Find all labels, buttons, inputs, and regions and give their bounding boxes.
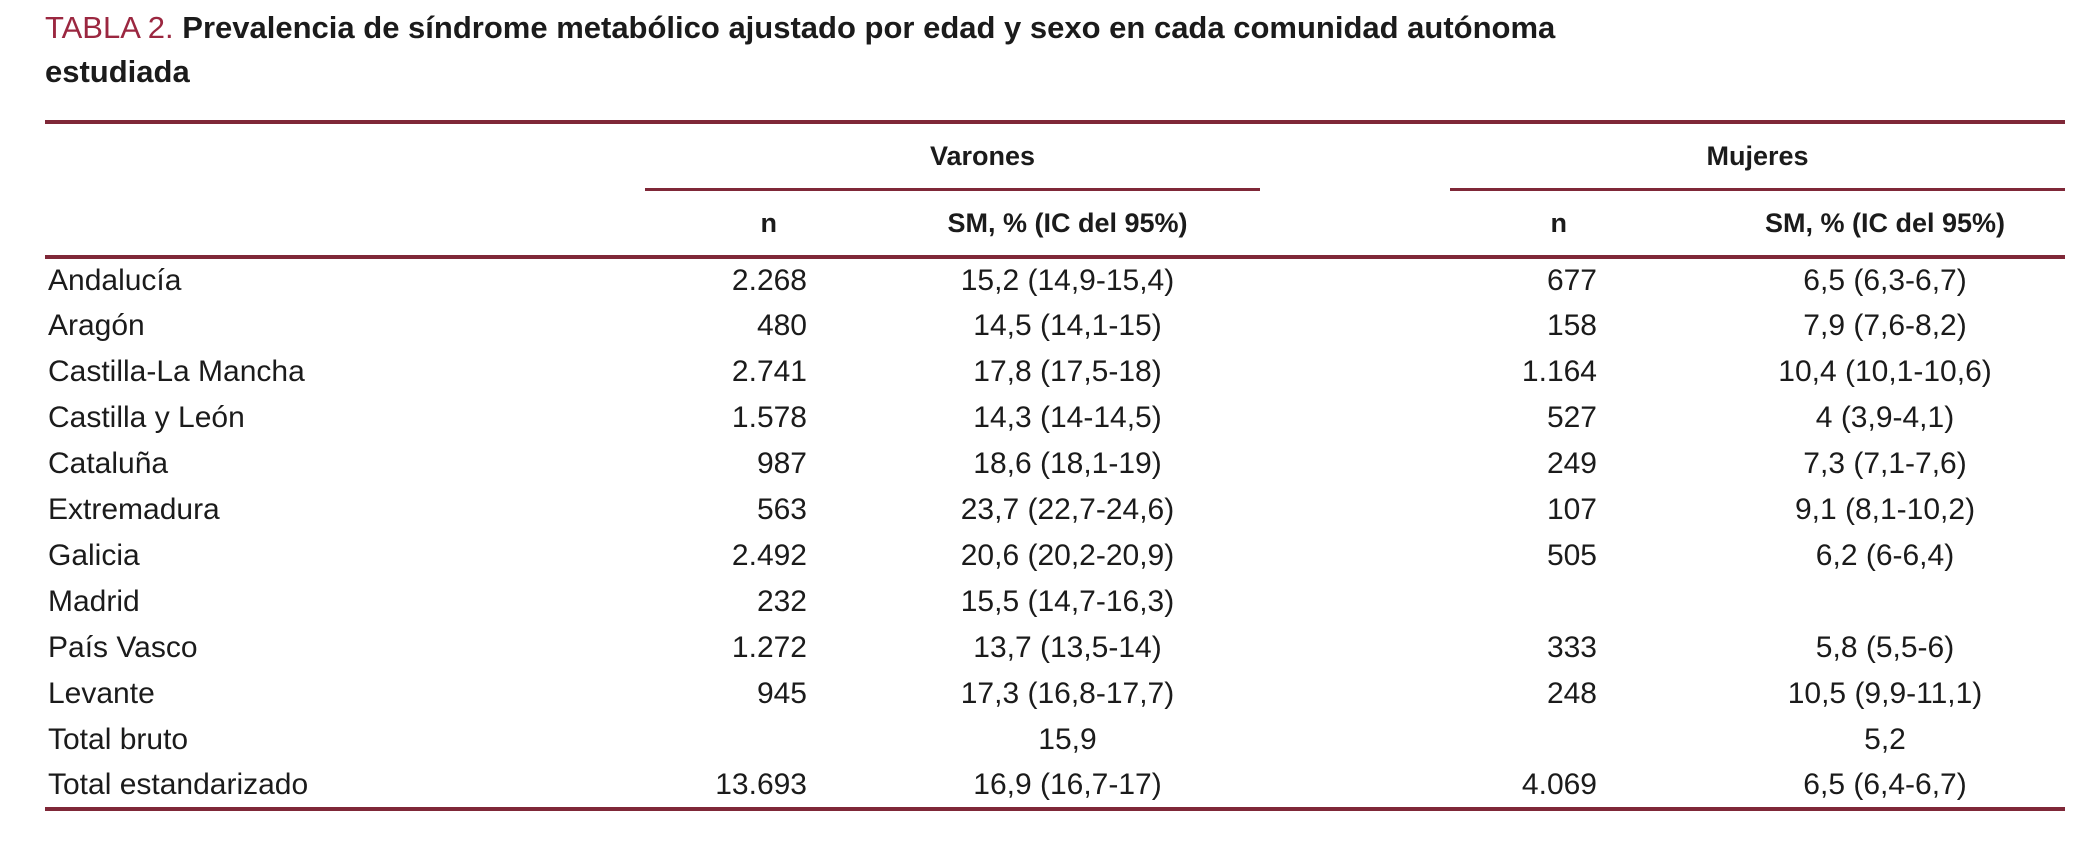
region-name-cell: Extremadura [48, 493, 220, 526]
empty-corner-cell [45, 122, 645, 188]
region-name-cell: Levante [48, 677, 155, 710]
varones-sm-cell: 18,6 (18,1-19) [973, 447, 1162, 480]
table-row: País Vasco 1.272 13,7 (13,5-14) 333 5,8 … [45, 625, 2065, 671]
region-name-cell: Total estandarizado [48, 768, 309, 801]
mujeres-n-cell: 248 [1546, 677, 1597, 710]
mujeres-sm-cell: 9,1 (8,1-10,2) [1794, 493, 1976, 526]
varones-n-cell: 13.693 [715, 768, 807, 801]
mujeres-n-cell: 1.164 [1521, 355, 1597, 388]
mujeres-sm-header: SM, % (IC del 95%) [1605, 191, 2066, 259]
region-name-cell: Madrid [48, 585, 140, 618]
varones-sm-header: SM, % (IC del 95%) [815, 191, 1320, 259]
varones-n-cell: 987 [756, 447, 807, 480]
mujeres-n-cell: 249 [1546, 447, 1597, 480]
varones-n-cell: 2.268 [731, 264, 807, 297]
mujeres-sm-cell: 5,2 [1864, 723, 1906, 756]
table-row: Madrid 232 15,5 (14,7-16,3) [45, 579, 2065, 625]
varones-sm-cell: 14,5 (14,1-15) [973, 309, 1162, 342]
varones-n-cell: 480 [756, 309, 807, 342]
group-header-mujeres: Mujeres [1706, 140, 1809, 171]
varones-n-cell: 563 [756, 493, 807, 526]
region-name-cell: Cataluña [48, 447, 169, 480]
mujeres-sm-cell: 10,5 (9,9-11,1) [1787, 677, 1983, 710]
varones-underline [645, 188, 1260, 191]
varones-underline-cell [645, 188, 1320, 191]
varones-sm-cell: 23,7 (22,7-24,6) [960, 493, 1175, 526]
region-name-cell: Galicia [48, 539, 140, 572]
table-row: Extremadura 563 23,7 (22,7-24,6) 107 9,1… [45, 487, 2065, 533]
varones-sm-cell: 16,9 (16,7-17) [973, 768, 1162, 801]
varones-sm-cell: 15,5 (14,7-16,3) [960, 585, 1175, 618]
varones-n-cell [645, 717, 815, 763]
table-row: Cataluña 987 18,6 (18,1-19) 249 7,3 (7,1… [45, 441, 2065, 487]
region-name-cell: Castilla-La Mancha [48, 355, 305, 388]
empty-cell [45, 191, 645, 259]
varones-sm-cell: 15,2 (14,9-15,4) [960, 264, 1175, 297]
table-row: Galicia 2.492 20,6 (20,2-20,9) 505 6,2 (… [45, 533, 2065, 579]
mujeres-n-cell [1320, 579, 1605, 625]
mujeres-sm-cell: 6,5 (6,4-6,7) [1803, 768, 1967, 801]
group-header-varones: Varones [929, 140, 1036, 171]
table-title-line1: Prevalencia de síndrome metabólico ajust… [182, 10, 1556, 45]
table-row: Total bruto 15,9 5,2 [45, 717, 2065, 763]
mujeres-sm-cell: 5,8 (5,5-6) [1815, 631, 1955, 664]
region-name-cell: Aragón [48, 309, 145, 342]
mujeres-sm-cell: 4 (3,9-4,1) [1815, 401, 1955, 434]
table-body: Andalucía 2.268 15,2 (14,9-15,4) 677 6,5… [45, 257, 2065, 809]
varones-sm-cell: 17,3 (16,8-17,7) [960, 677, 1175, 710]
varones-n-cell: 1.272 [731, 631, 807, 664]
group-header-row: Varones Mujeres [45, 122, 2065, 188]
table-title: TABLA 2. Prevalencia de síndrome metaból… [45, 6, 2035, 94]
varones-n-cell: 232 [756, 585, 807, 618]
varones-n-cell: 945 [756, 677, 807, 710]
prevalence-table: Varones Mujeres n SM, % (IC del 95%) n S… [45, 120, 2066, 811]
mujeres-sm-cell: 10,4 (10,1-10,6) [1778, 355, 1992, 388]
mujeres-n-cell: 107 [1546, 493, 1597, 526]
mujeres-n-cell: 4.069 [1521, 768, 1597, 801]
mujeres-n-cell: 158 [1546, 309, 1597, 342]
mujeres-sm-cell: 6,5 (6,3-6,7) [1803, 264, 1967, 297]
mujeres-sm-cell: 7,3 (7,1-7,6) [1803, 447, 1967, 480]
varones-n-cell: 2.741 [731, 355, 807, 388]
mujeres-underline [1450, 188, 2066, 191]
mujeres-n-cell [1320, 717, 1605, 763]
mujeres-underline-cell [1320, 188, 2066, 191]
region-name-cell: Castilla y León [48, 401, 245, 434]
varones-n-cell: 2.492 [731, 539, 807, 572]
table-head: Varones Mujeres n SM, % (IC del 95%) n S… [45, 122, 2066, 259]
table-row: Castilla y León 1.578 14,3 (14-14,5) 527… [45, 395, 2065, 441]
table-row: Andalucía 2.268 15,2 (14,9-15,4) 677 6,5… [45, 257, 2065, 303]
varones-n-cell: 1.578 [731, 401, 807, 434]
varones-sm-cell: 14,3 (14-14,5) [973, 401, 1162, 434]
mujeres-sm-cell: 6,2 (6-6,4) [1815, 539, 1955, 572]
table-row: Castilla-La Mancha 2.741 17,8 (17,5-18) … [45, 349, 2065, 395]
mujeres-n-cell: 527 [1546, 401, 1597, 434]
region-name-cell: Total bruto [48, 723, 189, 756]
mujeres-sm-cell [1605, 579, 2065, 625]
sub-header-row: n SM, % (IC del 95%) n SM, % (IC del 95%… [45, 191, 2066, 259]
varones-sm-cell: 17,8 (17,5-18) [973, 355, 1162, 388]
region-name-cell: País Vasco [48, 631, 198, 664]
mujeres-n-cell: 333 [1546, 631, 1597, 664]
table-row: Total estandarizado 13.693 16,9 (16,7-17… [45, 763, 2065, 809]
varones-sm-cell: 13,7 (13,5-14) [973, 631, 1162, 664]
varones-sm-cell: 20,6 (20,2-20,9) [960, 539, 1175, 572]
varones-sm-cell: 15,9 [1038, 723, 1097, 756]
mujeres-n-cell: 677 [1546, 264, 1597, 297]
varones-n-header: n [645, 191, 815, 259]
group-underline-row [45, 188, 2066, 191]
region-name-cell: Andalucía [48, 264, 182, 297]
mujeres-sm-cell: 7,9 (7,6-8,2) [1803, 309, 1967, 342]
mujeres-n-header: n [1320, 191, 1605, 259]
mujeres-n-cell: 505 [1546, 539, 1597, 572]
table-row: Aragón 480 14,5 (14,1-15) 158 7,9 (7,6-8… [45, 303, 2065, 349]
table-number-label: TABLA 2. [45, 10, 174, 45]
table-row: Levante 945 17,3 (16,8-17,7) 248 10,5 (9… [45, 671, 2065, 717]
table-title-line2: estudiada [45, 54, 190, 89]
